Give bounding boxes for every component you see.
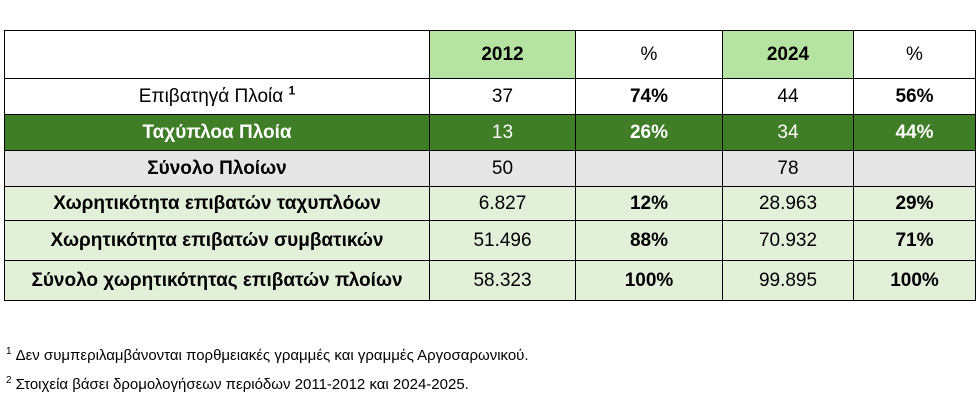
row-label: Σύνολο χωρητικότητας επιβατών πλοίων: [4, 260, 430, 301]
percent-2012: 100%: [575, 260, 723, 301]
percent-2024: 29%: [853, 186, 976, 221]
value-2012: 58.323: [429, 260, 576, 301]
footnote-mark: 2: [6, 375, 12, 386]
footnotes: 1 Δεν συμπεριλαμβάνονται πορθμειακές γραμ…: [6, 341, 966, 399]
header-percent-2024: %: [853, 30, 976, 79]
value-2024: 99.895: [722, 260, 854, 301]
value-2024: 70.932: [722, 220, 854, 261]
table-row: Σύνολο Πλοίων 50 78: [4, 150, 976, 187]
percent-2024: 100%: [853, 260, 976, 301]
row-label: Χωρητικότητα επιβατών συμβατικών: [4, 220, 430, 261]
percent-2012: 74%: [575, 78, 723, 115]
percent-2012: 88%: [575, 220, 723, 261]
footnote-marker: 1: [288, 83, 296, 98]
header-year-2012: 2012: [429, 30, 576, 79]
value-2012: 37: [429, 78, 576, 115]
value-2012: 6.827: [429, 186, 576, 221]
value-2024: 78: [722, 150, 854, 187]
row-label: Χωρητικότητα επιβατών ταχυπλόων: [4, 186, 430, 221]
header-empty-cell: [4, 30, 430, 79]
percent-2024: [853, 150, 976, 187]
row-label: Σύνολο Πλοίων: [4, 150, 430, 187]
footnote-text: Στοιχεία βάσει δρομολογήσεων περιόδων 20…: [15, 376, 469, 393]
percent-2024: 56%: [853, 78, 976, 115]
footnote-2: 2 Στοιχεία βάσει δρομολογήσεων περιόδων 2…: [6, 370, 966, 399]
table-row: Χωρητικότητα επιβατών συμβατικών 51.496 …: [4, 220, 976, 261]
percent-2012: [575, 150, 723, 187]
row-label: Ταχύπλοα Πλοία: [4, 114, 430, 151]
percent-2024: 44%: [853, 114, 976, 151]
footnote-mark: 1: [6, 346, 12, 357]
row-label: Επιβατηγά Πλοία 1: [4, 78, 430, 115]
value-2024: 28.963: [722, 186, 854, 221]
table-row: Επιβατηγά Πλοία 1 37 74% 44 56%: [4, 78, 976, 115]
header-year-2024: 2024: [722, 30, 854, 79]
table-row: Ταχύπλοα Πλοία 13 26% 34 44%: [4, 114, 976, 151]
header-percent-2012: %: [575, 30, 723, 79]
value-2012: 50: [429, 150, 576, 187]
percent-2012: 26%: [575, 114, 723, 151]
table-row: Σύνολο χωρητικότητας επιβατών πλοίων 58.…: [4, 260, 976, 301]
footnote-1: 1 Δεν συμπεριλαμβάνονται πορθμειακές γραμ…: [6, 341, 966, 370]
percent-2012: 12%: [575, 186, 723, 221]
row-label-text: Επιβατηγά Πλοία: [138, 85, 284, 107]
value-2024: 34: [722, 114, 854, 151]
table-header-row: 2012 % 2024 %: [4, 30, 976, 79]
value-2012: 13: [429, 114, 576, 151]
percent-2024: 71%: [853, 220, 976, 261]
value-2024: 44: [722, 78, 854, 115]
table-row: Χωρητικότητα επιβατών ταχυπλόων 6.827 12…: [4, 186, 976, 221]
fleet-comparison-table: 2012 % 2024 % Επιβατηγά Πλοία 1 37 74% 4…: [4, 30, 976, 301]
value-2012: 51.496: [429, 220, 576, 261]
footnote-text: Δεν συμπεριλαμβάνονται πορθμειακές γραμμ…: [15, 347, 529, 364]
